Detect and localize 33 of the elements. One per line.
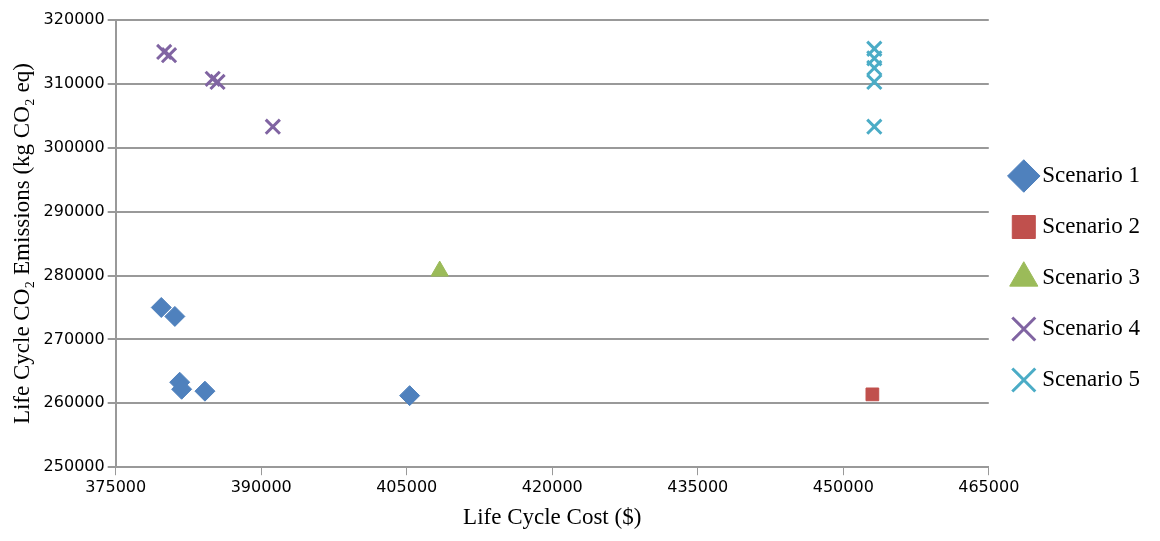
y-tick-label: 270000 [43,328,105,348]
y-tick-label: 280000 [43,264,105,284]
legend-label: Scenario 5 [1042,366,1140,392]
x-tick-label: 450000 [812,476,874,496]
point [150,296,172,318]
y-tick-label: 290000 [43,200,105,220]
legend-label: Scenario 2 [1042,213,1140,239]
x-tick-label: 390000 [230,476,292,496]
point [865,118,883,136]
legend-label: Scenario 1 [1042,162,1140,188]
point [194,380,216,402]
x-tick-label: 420000 [521,476,583,496]
point [164,305,186,327]
y-tick-label: 320000 [43,9,105,29]
x-tick-label: 465000 [958,476,1020,496]
x-tick-label: 375000 [85,476,147,496]
point [264,118,282,136]
y-tick-label: 250000 [43,456,105,476]
point [208,73,227,91]
legend-label: Scenario 4 [1042,315,1141,341]
y-tick-label: 310000 [43,73,105,93]
y-tick-label: 300000 [43,136,105,156]
y-tick-label: 260000 [43,392,105,412]
point [160,46,178,64]
point [155,43,173,61]
x-tick-label: 435000 [667,476,729,496]
point [399,385,421,407]
x-axis-title: Life Cycle Cost ($) [463,504,642,530]
y-axis-title: Life Cycle CO₂ Emissions (kg CO₂ eq) [8,63,34,425]
point [865,387,880,402]
x-tick-label: 405000 [376,476,438,496]
legend-label: Scenario 3 [1042,264,1140,290]
point [204,70,222,88]
